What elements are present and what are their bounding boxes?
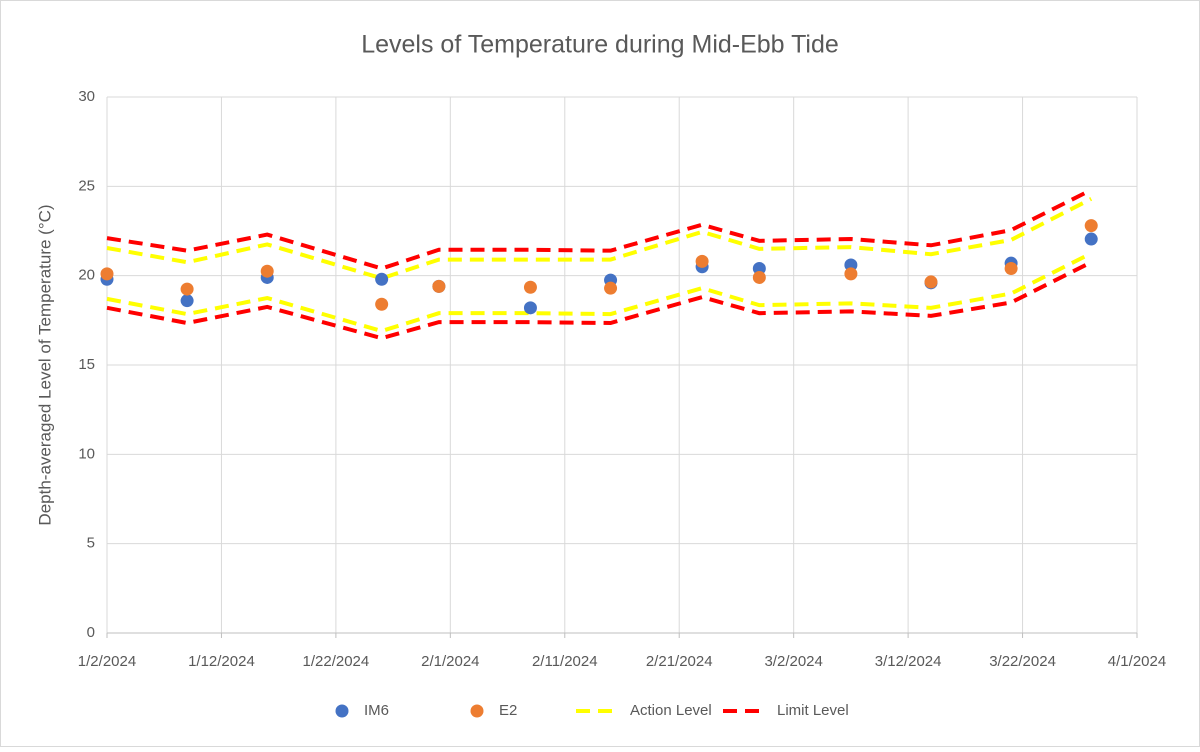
legend-marker <box>335 704 349 718</box>
x-tick-label: 3/22/2024 <box>989 653 1056 670</box>
x-tick-label: 3/2/2024 <box>764 653 822 670</box>
point <box>1004 262 1018 276</box>
point <box>523 301 537 315</box>
y-tick-label: 0 <box>87 624 95 641</box>
limit-line <box>106 251 1093 334</box>
x-tick-label: 2/21/2024 <box>646 653 713 670</box>
legend-label: E2 <box>499 702 517 719</box>
limit-line <box>106 260 1093 341</box>
y-axis-label: Depth-averaged Level of Temperature (°C) <box>35 204 54 525</box>
point <box>752 262 766 276</box>
x-tick-label: 2/11/2024 <box>532 653 598 670</box>
point <box>844 258 858 272</box>
limit-line <box>106 188 1093 271</box>
point <box>844 267 858 281</box>
x-tick-label: 2/1/2024 <box>421 653 479 670</box>
limit-line <box>106 197 1093 281</box>
point <box>1084 232 1098 246</box>
point <box>1084 219 1098 233</box>
point <box>180 282 194 296</box>
legend-marker <box>470 704 484 718</box>
legend-label: Action Level <box>630 702 712 719</box>
y-tick-label: 25 <box>78 177 95 194</box>
legend-label: IM6 <box>364 702 389 719</box>
y-tick-label: 10 <box>78 445 95 462</box>
y-tick-label: 15 <box>78 356 95 373</box>
point <box>100 267 114 281</box>
y-tick-label: 30 <box>78 88 95 105</box>
x-tick-label: 4/1/2024 <box>1108 653 1166 670</box>
x-tick-label: 3/12/2024 <box>875 653 942 670</box>
legend-label: Limit Level <box>777 702 849 719</box>
point <box>604 281 618 295</box>
point <box>260 264 274 278</box>
point <box>523 280 537 294</box>
point <box>924 275 938 289</box>
y-tick-label: 5 <box>87 535 95 552</box>
x-tick-label: 1/12/2024 <box>188 653 255 670</box>
point <box>752 270 766 284</box>
point <box>695 254 709 268</box>
point <box>180 294 194 308</box>
x-tick-label: 1/22/2024 <box>303 653 370 670</box>
chart-title: Levels of Temperature during Mid-Ebb Tid… <box>361 31 839 59</box>
y-tick-label: 20 <box>78 267 95 284</box>
point <box>375 297 389 311</box>
point <box>375 272 389 286</box>
x-tick-label: 1/2/2024 <box>78 653 136 670</box>
point <box>432 279 446 293</box>
